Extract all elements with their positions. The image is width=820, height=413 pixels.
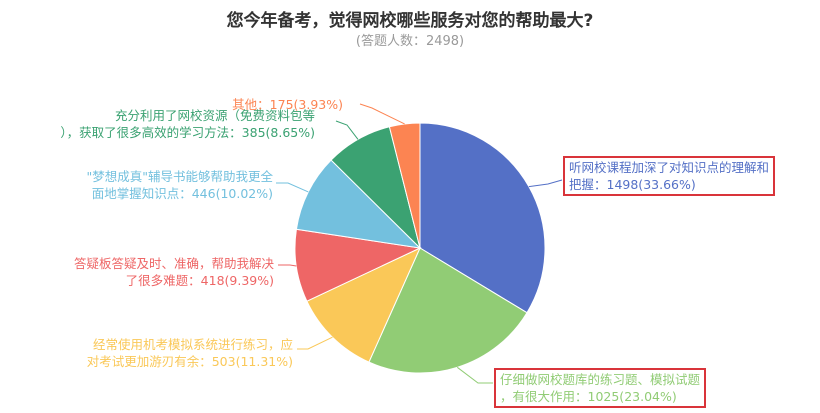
slice-label-qa-board: 答疑板答疑及时、准确，帮助我解决 了很多难题：418(9.39%) [74,255,274,289]
slice-label-line: 经常使用机考模拟系统进行练习，应 [92,337,293,352]
slice-label-line: 听网校课程加深了对知识点的理解和 [569,160,770,175]
slice-label-resources: 充分利用了网校资源（免费资料包等 ），获取了很多高效的学习方法：385(8.65… [60,107,315,141]
slice-label-line: 面地掌握知识点：446(10.02%) [91,186,273,201]
leader-line [528,179,563,188]
leader-line [359,103,405,125]
slice-label-exam-simulator: 经常使用机考模拟系统进行练习，应 对考试更加游刃有余：503(11.31%) [87,336,293,370]
slice-guidebook[interactable] [295,159,422,249]
slice-label-courses: 听网校课程加深了对知识点的理解和 把握：1498(33.66%) [563,156,776,196]
slice-label-line: "梦想成真"辅导书能够帮助我更全 [86,169,274,184]
leader-line [276,182,309,193]
chart-title: 您今年备考，觉得网校哪些服务对您的帮助最大? [226,11,594,31]
slice-label-line: 答疑板答疑及时、准确，帮助我解决 [73,256,274,271]
chart-subtitle: (答题人数：2498) [355,34,465,49]
slice-courses[interactable] [419,122,546,314]
slice-label-line: 仔细做网校题库的练习题、模拟试题 [500,372,701,387]
leader-line [297,336,333,350]
slice-label-line: ），获取了很多高效的学习方法：385(8.65%) [60,125,315,140]
slice-label-line: 了很多难题：418(9.39%) [125,273,274,288]
slice-label-line: 其他：175(3.93%) [232,97,343,112]
slice-label-line: 对考试更加游刃有余：503(11.31%) [86,354,293,369]
leader-line [335,120,359,140]
slice-label-guidebook: "梦想成真"辅导书能够帮助我更全 面地掌握知识点：446(10.02%) [87,168,274,202]
slice-label-other: 其他：175(3.93%) [232,96,343,113]
slice-label-line: 把握：1498(33.66%) [569,177,696,192]
leader-line [456,366,493,384]
slice-label-line: 充分利用了网校资源（免费资料包等 [114,108,315,123]
slice-label-line: ，有很大作用：1025(23.04%) [500,389,677,404]
leader-line [278,264,297,267]
slice-label-question-bank: 仔细做网校题库的练习题、模拟试题 ，有很大作用：1025(23.04%) [494,368,707,408]
